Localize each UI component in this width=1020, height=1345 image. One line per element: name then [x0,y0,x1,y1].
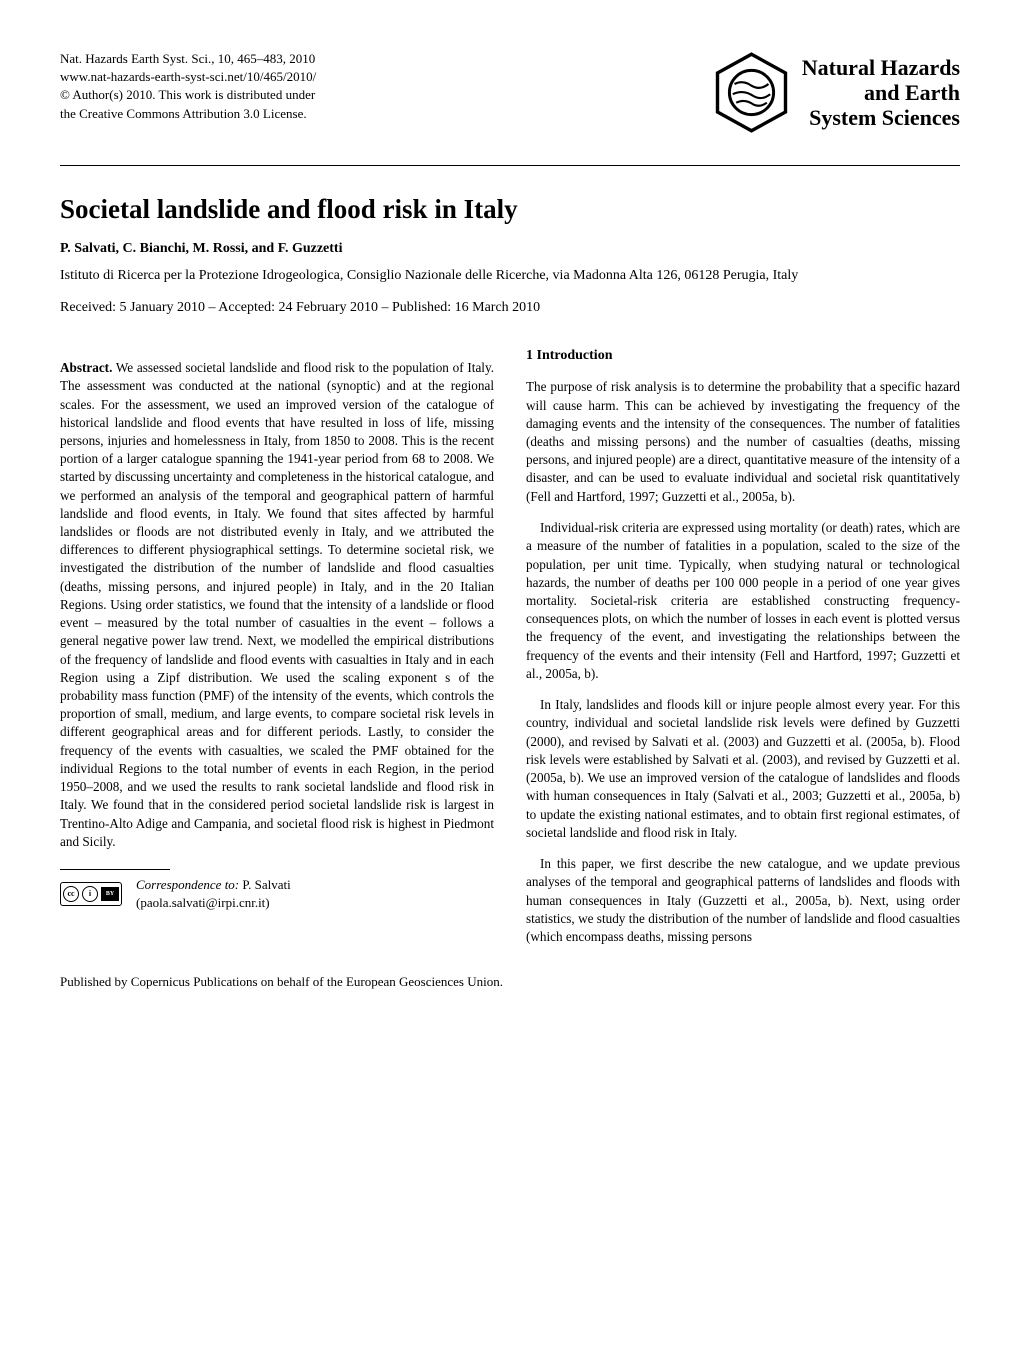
cc-license-icon: cc i BY [60,882,122,906]
journal-url: www.nat-hazards-earth-syst-sci.net/10/46… [60,68,316,86]
cc-symbol: cc [63,886,79,902]
journal-name: Natural Hazards and Earth System Science… [802,55,960,131]
journal-info: Nat. Hazards Earth Syst. Sci., 10, 465–4… [60,50,316,123]
by-label: BY [101,887,119,901]
correspondence-label: Correspondence to: [136,877,239,892]
correspondence-text: Correspondence to: P. Salvati (paola.sal… [136,876,291,912]
abstract-paragraph: Abstract. We assessed societal landslide… [60,359,494,851]
footer-text: Published by Copernicus Publications on … [60,974,960,990]
header-row: Nat. Hazards Earth Syst. Sci., 10, 465–4… [60,50,960,135]
journal-name-line2: and Earth [802,80,960,105]
article-title: Societal landslide and flood risk in Ita… [60,194,960,225]
journal-name-line1: Natural Hazards [802,55,960,80]
correspondence-email: (paola.salvati@irpi.cnr.it) [136,895,270,910]
journal-name-line3: System Sciences [802,105,960,130]
affiliation-line: Istituto di Ricerca per la Protezione Id… [60,267,960,286]
dates-line: Received: 5 January 2010 – Accepted: 24 … [60,300,960,316]
section-1-heading: 1 Introduction [526,346,960,365]
correspondence-name: P. Salvati [239,877,291,892]
page-container: Nat. Hazards Earth Syst. Sci., 10, 465–4… [0,0,1020,1030]
intro-p3: In Italy, landslides and floods kill or … [526,696,960,842]
authors-line: P. Salvati, C. Bianchi, M. Rossi, and F.… [60,241,960,257]
attribution-symbol: i [82,886,98,902]
intro-p4: In this paper, we first describe the new… [526,855,960,946]
two-column-body: Abstract. We assessed societal landslide… [60,346,960,946]
journal-logo-icon [709,50,794,135]
correspondence-separator [60,869,170,870]
abstract-label: Abstract. [60,360,112,375]
intro-p2: Individual-risk criteria are expressed u… [526,519,960,683]
correspondence-block: cc i BY Correspondence to: P. Salvati (p… [60,876,494,912]
header-separator [60,165,960,166]
journal-logo-block: Natural Hazards and Earth System Science… [709,50,960,135]
copyright-line: © Author(s) 2010. This work is distribut… [60,86,316,104]
right-column: 1 Introduction The purpose of risk analy… [526,346,960,946]
abstract-text: We assessed societal landslide and flood… [60,360,494,849]
left-column: Abstract. We assessed societal landslide… [60,346,494,946]
intro-p1: The purpose of risk analysis is to deter… [526,378,960,506]
citation-line: Nat. Hazards Earth Syst. Sci., 10, 465–4… [60,50,316,68]
license-line: the Creative Commons Attribution 3.0 Lic… [60,105,316,123]
